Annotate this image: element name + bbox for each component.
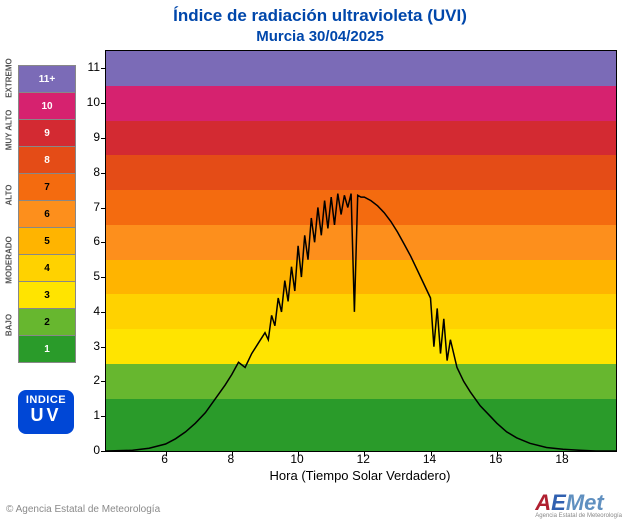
legend-row: 6 bbox=[19, 201, 75, 228]
legend-group-label: MUY ALTO bbox=[5, 110, 14, 151]
y-tick-label: 2 bbox=[70, 373, 100, 387]
x-tick-label: 8 bbox=[216, 452, 246, 466]
aemet-logo: AEMet Agencia Estatal de Meteorología bbox=[535, 490, 622, 519]
logo-sub: Agencia Estatal de Meteorología bbox=[535, 513, 622, 519]
y-tick-label: 6 bbox=[70, 234, 100, 248]
uvi-scale-legend: 11+10987654321 bbox=[18, 65, 76, 363]
y-tick-label: 11 bbox=[70, 60, 100, 74]
plot-area bbox=[105, 50, 617, 452]
y-tick-label: 7 bbox=[70, 200, 100, 214]
y-tick-label: 10 bbox=[70, 95, 100, 109]
legend-row: 10 bbox=[19, 93, 75, 120]
y-tick-label: 0 bbox=[70, 443, 100, 457]
legend-group-label: BAJO bbox=[5, 314, 14, 336]
copyright-text: © Agencia Estatal de Meteorología bbox=[6, 504, 160, 515]
legend-row: 4 bbox=[19, 255, 75, 282]
legend-row: 7 bbox=[19, 174, 75, 201]
legend-group-label: ALTO bbox=[5, 184, 14, 205]
uv-index-badge: INDICE UV bbox=[18, 390, 74, 434]
y-tick-label: 8 bbox=[70, 165, 100, 179]
legend-row: 9 bbox=[19, 120, 75, 147]
legend-group-label: MODERADO bbox=[5, 236, 14, 284]
uv-badge-line2: UV bbox=[18, 406, 74, 426]
x-tick-label: 16 bbox=[481, 452, 511, 466]
y-tick-mark bbox=[101, 451, 106, 452]
legend-row: 2 bbox=[19, 309, 75, 336]
logo-e: E bbox=[551, 490, 566, 515]
legend-row: 11+ bbox=[19, 66, 75, 93]
legend-row: 1 bbox=[19, 336, 75, 362]
y-tick-label: 5 bbox=[70, 269, 100, 283]
x-tick-label: 10 bbox=[282, 452, 312, 466]
x-tick-label: 12 bbox=[348, 452, 378, 466]
legend-group-label: EXTREMO bbox=[5, 58, 14, 98]
logo-a: A bbox=[535, 490, 551, 515]
legend-row: 5 bbox=[19, 228, 75, 255]
x-tick-label: 18 bbox=[547, 452, 577, 466]
uvi-curve bbox=[106, 51, 616, 451]
y-tick-label: 1 bbox=[70, 408, 100, 422]
x-axis-label: Hora (Tiempo Solar Verdadero) bbox=[105, 468, 615, 483]
y-tick-label: 3 bbox=[70, 339, 100, 353]
legend-row: 8 bbox=[19, 147, 75, 174]
chart-subtitle: Murcia 30/04/2025 bbox=[0, 28, 640, 45]
chart-title: Índice de radiación ultravioleta (UVI) bbox=[0, 6, 640, 26]
x-tick-label: 6 bbox=[150, 452, 180, 466]
y-tick-label: 9 bbox=[70, 130, 100, 144]
y-tick-label: 4 bbox=[70, 304, 100, 318]
x-tick-label: 14 bbox=[415, 452, 445, 466]
logo-met: Met bbox=[566, 490, 604, 515]
legend-row: 3 bbox=[19, 282, 75, 309]
